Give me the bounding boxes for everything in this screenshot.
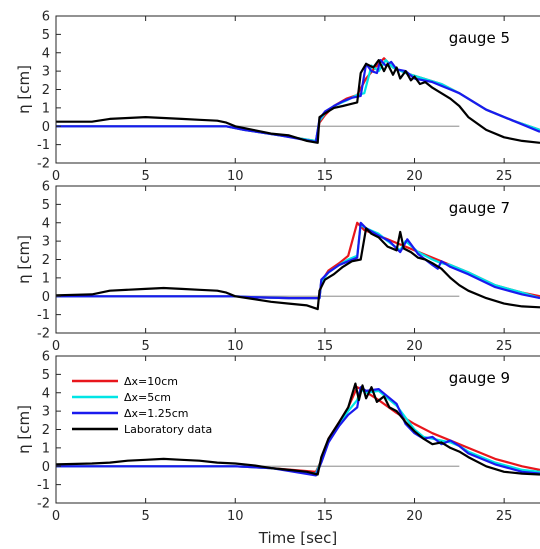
y-tick-label: 1 <box>42 271 50 286</box>
series-line-4 <box>55 382 540 476</box>
x-tick-label: 25 <box>496 509 513 524</box>
y-tick-label: 5 <box>42 198 50 213</box>
series-line-2 <box>56 59 540 142</box>
x-tick-label: 15 <box>317 509 334 524</box>
x-tick-label: 25 <box>496 339 513 354</box>
x-tick-label: 0 <box>52 339 60 354</box>
y-tick-label: 4 <box>42 386 50 401</box>
x-tick-label: 15 <box>317 339 334 354</box>
panel-title: gauge 7 <box>449 199 510 217</box>
y-tick-label: -1 <box>37 308 50 323</box>
x-tick-label: 10 <box>227 509 244 524</box>
series-line-1 <box>56 57 540 142</box>
x-tick-label: 5 <box>141 509 149 524</box>
y-tick-label: 1 <box>42 101 50 116</box>
x-tick-label: 5 <box>141 169 149 184</box>
x-tick-label: 15 <box>317 169 334 184</box>
y-axis-label: η [cm] <box>15 405 33 454</box>
panel-2: -2 -1 0 1 2 3 4 5 6 0 5 10 15 20 25 η [cm] gauge 7 <box>15 180 540 354</box>
legend-entry: Δx=5cm <box>124 391 171 404</box>
x-tick-label: 25 <box>496 169 513 184</box>
y-tick-label: -2 <box>37 157 50 172</box>
y-tick-label: 0 <box>42 460 50 475</box>
y-tick-label: -1 <box>37 138 50 153</box>
y-tick-label: 6 <box>42 180 50 195</box>
y-tick-label: -2 <box>37 327 50 342</box>
panel-title: gauge 9 <box>449 369 510 387</box>
legend-entry: Δx=10cm <box>124 375 178 388</box>
y-tick-label: 5 <box>42 28 50 43</box>
x-tick-label: 10 <box>227 339 244 354</box>
y-tick-label: 3 <box>42 235 50 250</box>
panel-title: gauge 5 <box>449 29 510 47</box>
y-tick-label: 2 <box>42 423 50 438</box>
legend-entry: Δx=1.25cm <box>124 407 189 420</box>
legend-entry: Laboratory data <box>124 423 212 436</box>
panel-3: -2 -1 0 1 2 3 4 5 6 0 5 10 15 20 25 η [cm] gauge 9 Time [… <box>15 350 540 547</box>
series-line-2 <box>56 223 540 300</box>
x-tick-label: 20 <box>406 169 423 184</box>
x-tick-label: 20 <box>406 339 423 354</box>
series-line-3 <box>56 221 540 300</box>
y-tick-label: 6 <box>42 350 50 365</box>
y-tick-label: 0 <box>42 290 50 305</box>
x-tick-label: 20 <box>406 509 423 524</box>
x-axis-label: Time [sec] <box>258 529 337 547</box>
x-tick-label: 0 <box>52 509 60 524</box>
x-tick-label: 0 <box>52 169 60 184</box>
y-tick-label: 3 <box>42 405 50 420</box>
y-tick-label: 6 <box>42 10 50 25</box>
y-tick-label: 4 <box>42 216 50 231</box>
y-tick-label: 1 <box>42 441 50 456</box>
series-line-1 <box>56 221 540 300</box>
y-tick-label: 5 <box>42 368 50 383</box>
panel-1: -2 -1 0 1 2 3 4 5 6 0 5 10 15 20 25 η [cm] gauge 5 <box>15 10 540 184</box>
series-line-4 <box>56 59 540 144</box>
series-line-3 <box>56 59 540 143</box>
y-axis-label: η [cm] <box>15 235 33 284</box>
y-tick-label: 0 <box>42 120 50 135</box>
series-line-4 <box>55 227 540 311</box>
legend: Δx=10cm Δx=5cm Δx=1.25cm Laboratory data <box>65 368 225 438</box>
y-tick-label: 2 <box>42 253 50 268</box>
y-tick-label: -1 <box>37 478 50 493</box>
y-tick-label: -2 <box>37 497 50 512</box>
y-tick-label: 2 <box>42 83 50 98</box>
y-axis-label: η [cm] <box>15 65 33 114</box>
x-tick-label: 5 <box>141 339 149 354</box>
y-tick-label: 4 <box>42 46 50 61</box>
y-tick-label: 3 <box>42 65 50 80</box>
x-tick-label: 10 <box>227 169 244 184</box>
legend-box <box>65 368 225 438</box>
